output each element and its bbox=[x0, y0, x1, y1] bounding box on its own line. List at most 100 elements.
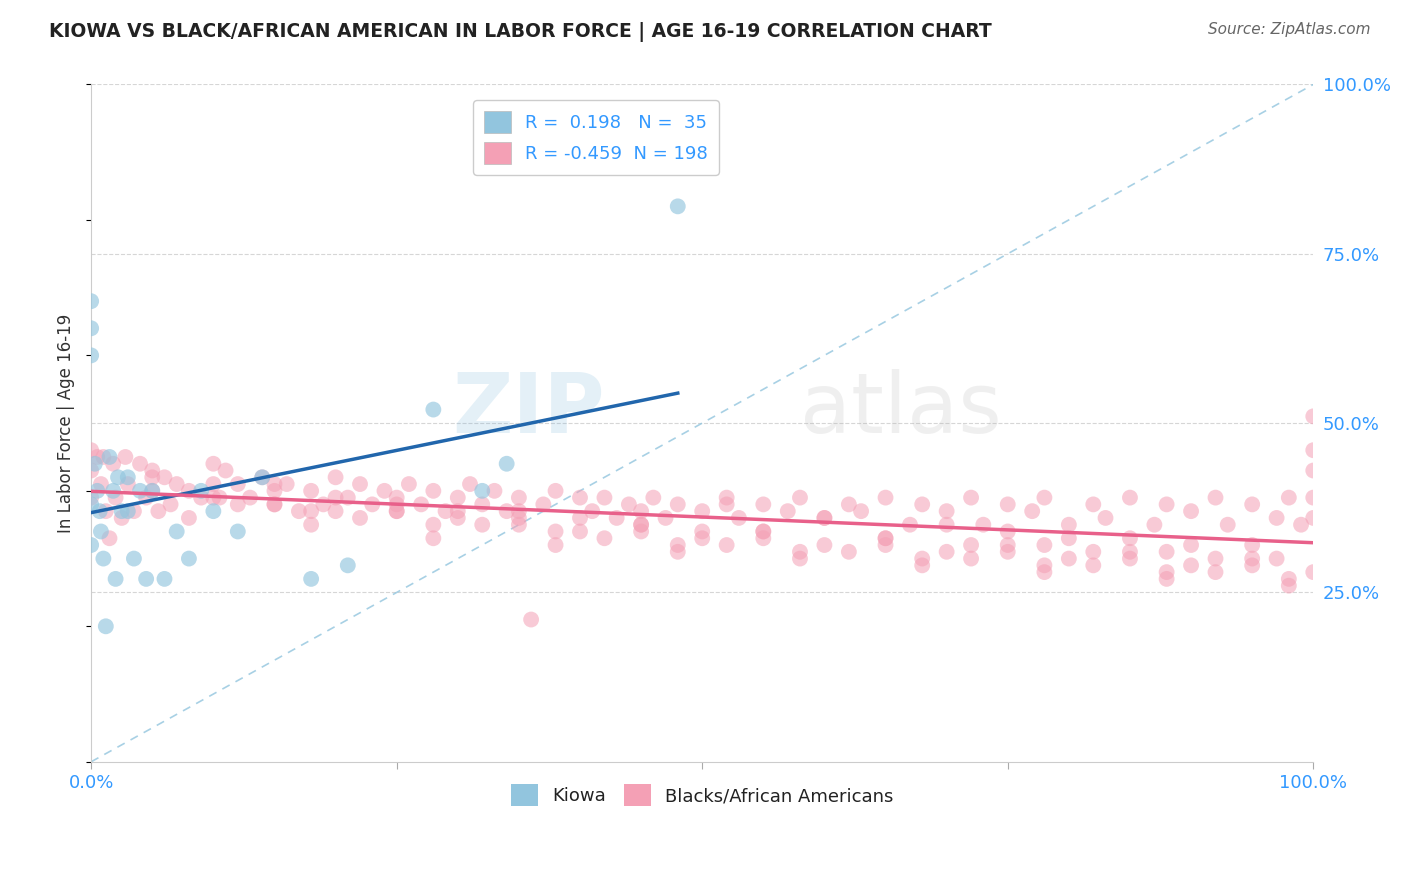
Point bbox=[141, 463, 163, 477]
Text: KIOWA VS BLACK/AFRICAN AMERICAN IN LABOR FORCE | AGE 16-19 CORRELATION CHART: KIOWA VS BLACK/AFRICAN AMERICAN IN LABOR… bbox=[49, 22, 993, 42]
Point bbox=[385, 504, 408, 518]
Point bbox=[1119, 551, 1142, 566]
Point bbox=[202, 477, 225, 491]
Point bbox=[716, 538, 738, 552]
Point bbox=[1265, 551, 1288, 566]
Point bbox=[1289, 517, 1312, 532]
Point bbox=[104, 491, 127, 505]
Point bbox=[1143, 517, 1166, 532]
Point bbox=[148, 504, 170, 518]
Point bbox=[202, 491, 225, 505]
Point bbox=[117, 504, 139, 518]
Point bbox=[1033, 558, 1056, 573]
Point bbox=[422, 483, 444, 498]
Point bbox=[581, 504, 603, 518]
Legend: Kiowa, Blacks/African Americans: Kiowa, Blacks/African Americans bbox=[503, 777, 901, 814]
Point bbox=[1083, 497, 1105, 511]
Point bbox=[752, 497, 775, 511]
Point bbox=[299, 504, 322, 518]
Point bbox=[239, 491, 262, 505]
Point bbox=[135, 491, 157, 505]
Point bbox=[1205, 565, 1227, 579]
Point bbox=[94, 504, 117, 518]
Point bbox=[495, 504, 517, 518]
Point bbox=[654, 511, 676, 525]
Point bbox=[122, 551, 145, 566]
Point bbox=[1021, 504, 1043, 518]
Point bbox=[349, 477, 371, 491]
Point bbox=[276, 477, 298, 491]
Point bbox=[336, 491, 359, 505]
Point bbox=[666, 199, 689, 213]
Point bbox=[114, 450, 136, 464]
Point bbox=[89, 504, 111, 518]
Point bbox=[630, 504, 652, 518]
Point bbox=[1241, 558, 1264, 573]
Point bbox=[177, 551, 200, 566]
Point bbox=[299, 483, 322, 498]
Point bbox=[458, 477, 481, 491]
Point bbox=[1265, 511, 1288, 525]
Point bbox=[1302, 443, 1324, 458]
Point bbox=[1083, 558, 1105, 573]
Point bbox=[1057, 517, 1080, 532]
Point bbox=[1241, 538, 1264, 552]
Point bbox=[117, 470, 139, 484]
Point bbox=[544, 538, 567, 552]
Point bbox=[1094, 511, 1116, 525]
Point bbox=[716, 497, 738, 511]
Point bbox=[385, 491, 408, 505]
Point bbox=[1033, 538, 1056, 552]
Point bbox=[107, 470, 129, 484]
Point bbox=[617, 497, 640, 511]
Point bbox=[263, 477, 285, 491]
Text: ZIP: ZIP bbox=[451, 369, 605, 450]
Point bbox=[190, 483, 212, 498]
Point bbox=[226, 497, 249, 511]
Point bbox=[1156, 497, 1178, 511]
Point bbox=[531, 497, 554, 511]
Point bbox=[1278, 572, 1301, 586]
Point bbox=[190, 491, 212, 505]
Point bbox=[789, 491, 811, 505]
Point bbox=[935, 504, 957, 518]
Point bbox=[312, 497, 335, 511]
Point bbox=[434, 504, 457, 518]
Point bbox=[86, 450, 108, 464]
Point bbox=[1241, 497, 1264, 511]
Point bbox=[141, 470, 163, 484]
Point bbox=[508, 491, 530, 505]
Point bbox=[86, 483, 108, 498]
Point bbox=[94, 619, 117, 633]
Point bbox=[875, 538, 897, 552]
Point bbox=[520, 613, 543, 627]
Point bbox=[972, 517, 994, 532]
Point bbox=[1180, 538, 1202, 552]
Point bbox=[666, 497, 689, 511]
Point bbox=[911, 558, 934, 573]
Point bbox=[997, 545, 1019, 559]
Point bbox=[1302, 409, 1324, 424]
Point bbox=[1216, 517, 1239, 532]
Point bbox=[838, 497, 860, 511]
Point bbox=[471, 497, 494, 511]
Point bbox=[471, 483, 494, 498]
Point bbox=[960, 538, 983, 552]
Point bbox=[263, 483, 285, 498]
Point bbox=[813, 511, 835, 525]
Point bbox=[630, 524, 652, 539]
Point bbox=[1278, 579, 1301, 593]
Point bbox=[122, 504, 145, 518]
Point bbox=[153, 470, 176, 484]
Point bbox=[202, 457, 225, 471]
Point bbox=[728, 511, 751, 525]
Point bbox=[361, 497, 384, 511]
Point bbox=[1241, 551, 1264, 566]
Point bbox=[117, 477, 139, 491]
Point bbox=[666, 545, 689, 559]
Point bbox=[325, 470, 347, 484]
Point bbox=[422, 531, 444, 545]
Point bbox=[593, 491, 616, 505]
Point bbox=[789, 551, 811, 566]
Point bbox=[569, 491, 592, 505]
